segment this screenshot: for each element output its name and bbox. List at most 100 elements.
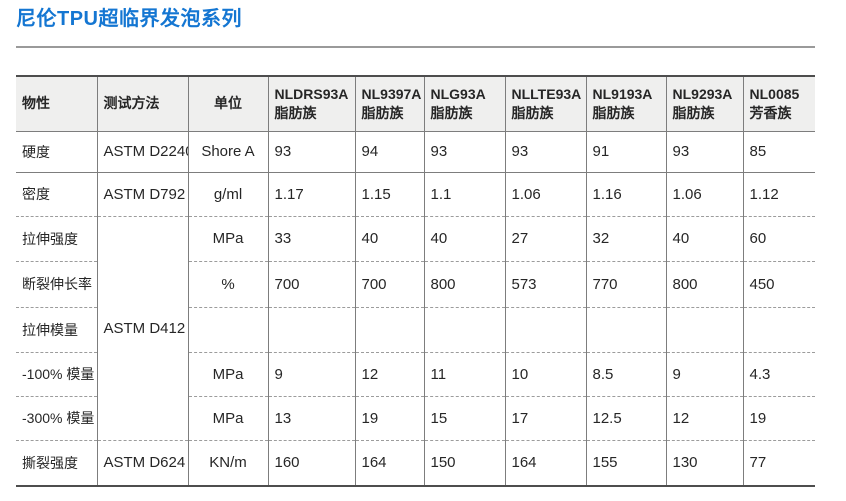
value-cell: 4.3 <box>742 351 815 396</box>
value-cell: 77 <box>742 439 815 486</box>
product-family: 芳香族 <box>749 104 792 121</box>
value-cell: 91 <box>585 131 666 172</box>
value-cell: 12 <box>665 395 743 440</box>
value-cell: 15 <box>423 395 505 440</box>
method-cell: ASTM D2240 <box>96 131 188 172</box>
property-cell: 拉伸强度 <box>16 215 97 261</box>
value-cell: 27 <box>504 215 586 261</box>
table-row-density: 密度 ASTM D792 g/ml 1.17 1.15 1.1 1.06 1.1… <box>16 171 815 216</box>
property-cell: 硬度 <box>22 143 50 160</box>
header-product-4: NL9193A 脂肪族 <box>585 76 666 132</box>
product-family: 脂肪族 <box>361 104 404 121</box>
table-row-modulus-300: -300% 模量 MPa 13 19 15 17 12.5 12 19 <box>16 395 815 440</box>
value-cell: 19 <box>742 395 815 440</box>
property-cell: 密度 <box>16 171 97 216</box>
product-family: 脂肪族 <box>274 104 317 121</box>
header-product-3: NLLTE93A 脂肪族 <box>504 76 586 132</box>
product-family: 脂肪族 <box>430 104 473 121</box>
header-method: 测试方法 <box>96 76 188 132</box>
header-product-2: NLG93A 脂肪族 <box>423 76 505 132</box>
product-name: NLG93A <box>430 85 486 102</box>
value-cell: 770 <box>585 260 666 307</box>
header-product-5: NL9293A 脂肪族 <box>665 76 743 132</box>
product-name: NLDRS93A <box>274 85 349 102</box>
table-row-tear-strength: 撕裂强度 ASTM D624 KN/m 160 164 150 164 155 … <box>16 439 815 486</box>
value-cell: 164 <box>504 439 586 486</box>
unit-cell: g/ml <box>187 171 268 216</box>
table-row-tensile-modulus: 拉伸模量 <box>16 306 815 352</box>
value-cell: 40 <box>423 215 505 261</box>
tpu-spec-table: 物性 测试方法 单位 NLDRS93A 脂肪族 NL9397A 脂肪族 NLG9… <box>16 75 815 487</box>
value-cell: 1.17 <box>267 171 355 216</box>
product-name: NL9397A <box>361 85 422 102</box>
value-cell <box>742 306 815 352</box>
unit-cell: MPa <box>187 351 268 396</box>
value-cell: 150 <box>423 439 505 486</box>
value-cell: 93 <box>665 131 743 172</box>
method-cell: ASTM D792 <box>96 171 188 216</box>
property-cell: 撕裂强度 <box>16 439 97 486</box>
product-name: NLLTE93A <box>511 85 582 102</box>
table-row-modulus-100: -100% 模量 MPa 9 12 11 10 8.5 9 4.3 <box>16 351 815 396</box>
value-cell: 60 <box>742 215 815 261</box>
value-cell <box>504 306 586 352</box>
page: 尼伦TPU超临界发泡系列 物性 测试方法 单位 NLDRS93A 脂肪族 NL9… <box>16 8 815 487</box>
property-cell: 拉伸模量 <box>16 306 97 352</box>
value-cell: 164 <box>354 439 424 486</box>
value-cell: 160 <box>267 439 355 486</box>
value-cell: 40 <box>665 215 743 261</box>
unit-cell: % <box>187 260 268 307</box>
value-cell: 1.15 <box>354 171 424 216</box>
table-row-hardness: 硬度 ASTM D2240 Shore A 93 94 93 93 91 93 … <box>16 131 815 172</box>
value-cell: 12.5 <box>585 395 666 440</box>
value-cell <box>585 306 666 352</box>
value-cell: 1.12 <box>742 171 815 216</box>
property-cell: 断裂伸长率 <box>16 260 97 307</box>
value-cell: 800 <box>423 260 505 307</box>
value-cell: 8.5 <box>585 351 666 396</box>
value-cell: 85 <box>742 131 815 172</box>
product-name: NL9293A <box>672 85 733 102</box>
value-cell: 93 <box>423 131 505 172</box>
value-cell: 1.1 <box>423 171 505 216</box>
value-cell: 1.06 <box>665 171 743 216</box>
header-unit: 单位 <box>187 76 268 132</box>
table-row-tensile-strength: 拉伸强度 ASTM D412 MPa 33 40 40 27 32 40 60 <box>16 215 815 440</box>
table-row-elongation: 断裂伸长率 % 700 700 800 573 770 800 450 <box>16 260 815 307</box>
value-cell: 700 <box>354 260 424 307</box>
value-cell: 11 <box>423 351 505 396</box>
unit-cell: MPa <box>187 215 268 261</box>
value-cell: 9 <box>267 351 355 396</box>
value-cell: 1.06 <box>504 171 586 216</box>
value-cell: 33 <box>267 215 355 261</box>
product-family: 脂肪族 <box>592 104 635 121</box>
unit-cell: Shore A <box>187 131 268 172</box>
value-cell: 93 <box>504 131 586 172</box>
value-cell: 32 <box>585 215 666 261</box>
value-cell: 19 <box>354 395 424 440</box>
value-cell: 94 <box>354 131 424 172</box>
page-title: 尼伦TPU超临界发泡系列 <box>16 8 242 30</box>
product-name: NL9193A <box>592 85 653 102</box>
header-product-0: NLDRS93A 脂肪族 <box>267 76 355 132</box>
header-property: 物性 <box>16 76 97 132</box>
method-cell: ASTM D624 <box>96 439 188 486</box>
value-cell: 93 <box>267 131 355 172</box>
value-cell: 573 <box>504 260 586 307</box>
product-name: NL0085 <box>749 85 800 102</box>
table-header-row: 物性 测试方法 单位 NLDRS93A 脂肪族 NL9397A 脂肪族 NLG9… <box>16 76 815 132</box>
title-divider <box>16 46 815 48</box>
unit-cell: MPa <box>187 395 268 440</box>
value-cell <box>354 306 424 352</box>
value-cell: 40 <box>354 215 424 261</box>
unit-cell: KN/m <box>187 439 268 486</box>
property-cell: -100% 模量 <box>16 351 97 396</box>
value-cell: 155 <box>585 439 666 486</box>
value-cell <box>267 306 355 352</box>
value-cell: 17 <box>504 395 586 440</box>
value-cell <box>423 306 505 352</box>
value-cell: 1.16 <box>585 171 666 216</box>
value-cell: 450 <box>742 260 815 307</box>
product-family: 脂肪族 <box>511 104 554 121</box>
header-product-1: NL9397A 脂肪族 <box>354 76 424 132</box>
